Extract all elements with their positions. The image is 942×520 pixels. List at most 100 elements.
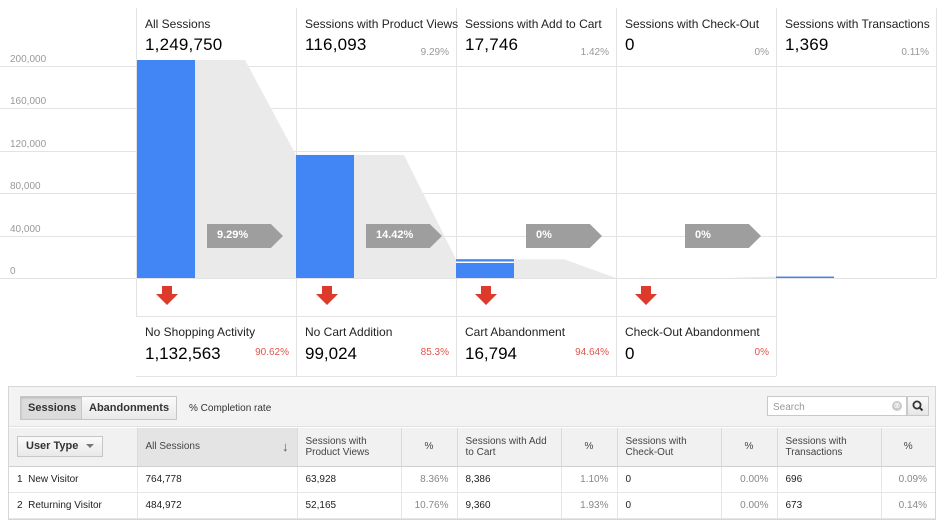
drop-off-arrow-icon: [635, 286, 657, 306]
abandonment-value: 1,132,563: [145, 344, 221, 363]
conversion-arrow: 14.42%: [366, 224, 442, 248]
funnel-bars: [137, 60, 834, 278]
y-axis-tick: 120,000: [10, 139, 47, 150]
grid-line: [0, 236, 936, 237]
column-header-percent[interactable]: %: [560, 428, 617, 467]
conversion-arrow: 9.29%: [207, 224, 283, 248]
abandonment-check-out[interactable]: Check-Out Abandonment 0 0%: [617, 316, 777, 376]
stage-title: Sessions with Add to Cart: [465, 17, 602, 31]
abandonment-no-cart[interactable]: No Cart Addition 99,024 85.3%: [297, 316, 457, 376]
search-box: ⊗: [767, 396, 907, 417]
abandonment-no-shopping[interactable]: No Shopping Activity 1,132,563 90.62%: [137, 316, 297, 376]
column-header-check-out[interactable]: Sessions with Check-Out: [616, 428, 721, 467]
transactions-cell: 673: [776, 492, 881, 519]
arrow-right-icon: [526, 224, 602, 248]
table-header-row: User Type All Sessions ↓ Sessions with P…: [9, 428, 935, 467]
header-label: All Sessions: [145, 441, 200, 453]
abandonment-value: 0: [625, 344, 635, 363]
conversion-arrow: 0%: [526, 224, 602, 248]
y-axis-tick: 200,000: [10, 54, 47, 65]
column-header-add-to-cart[interactable]: Sessions with Add to Cart: [456, 428, 561, 467]
stage-value: 1,369: [785, 35, 829, 54]
funnel-bar[interactable]: [296, 154, 354, 278]
stage-check-out: Sessions with Check-Out 0 0%: [617, 8, 777, 66]
percent-cell: 0.14%: [880, 492, 935, 519]
table-row[interactable]: 2 Returning Visitor 484,972 52,165 10.76…: [9, 492, 935, 519]
funnel-table-panel: Sessions Abandonments % Completion rate …: [8, 386, 936, 520]
y-axis-tick: 0: [10, 266, 16, 277]
abandonment-percent: 90.62%: [255, 347, 289, 358]
search-icon: [912, 400, 924, 412]
grid-line: [0, 151, 936, 152]
column-header-transactions[interactable]: Sessions with Transactions: [776, 428, 881, 467]
stage-all-sessions: All Sessions 1,249,750: [137, 8, 297, 66]
stage-value: 17,746: [465, 35, 519, 54]
search-button[interactable]: [907, 396, 929, 416]
percent-cell: 8.36%: [400, 466, 457, 493]
percent-cell: 0.00%: [720, 466, 777, 493]
drop-off-arrow-icon: [475, 286, 497, 306]
funnel-table: User Type All Sessions ↓ Sessions with P…: [9, 428, 935, 519]
abandonment-percent: 94.64%: [575, 347, 609, 358]
add-to-cart-cell: 9,360: [456, 492, 561, 519]
arrow-right-icon: [207, 224, 283, 248]
abandonment-title: Cart Abandonment: [465, 325, 566, 339]
dimension-selector[interactable]: User Type: [17, 436, 104, 458]
y-axis-tick: 40,000: [10, 224, 41, 235]
column-header-all-sessions[interactable]: All Sessions ↓: [136, 428, 297, 467]
grid-line: [936, 8, 937, 278]
user-type-cell[interactable]: 2 Returning Visitor: [9, 492, 137, 519]
stage-title: All Sessions: [145, 17, 211, 31]
product-views-cell: 63,928: [296, 466, 401, 493]
stage-title: Sessions with Product Views: [305, 17, 459, 31]
grid-line: [136, 316, 776, 317]
grid-line: [616, 8, 617, 376]
column-header-product-views[interactable]: Sessions with Product Views: [296, 428, 401, 467]
arrow-right-icon: [366, 224, 442, 248]
column-header-percent[interactable]: %: [400, 428, 457, 467]
search-input[interactable]: [768, 398, 878, 417]
stage-percent: 1.42%: [580, 47, 609, 58]
conversion-rate: 14.42%: [376, 229, 414, 241]
user-type-cell[interactable]: 1 New Visitor: [9, 466, 137, 493]
funnel-flow-shape: [354, 154, 456, 278]
conversion-rate: 9.29%: [217, 229, 249, 241]
stage-add-to-cart: Sessions with Add to Cart 17,746 1.42%: [457, 8, 617, 66]
dimension-header: User Type: [9, 428, 137, 467]
abandonments-tab[interactable]: Abandonments: [81, 396, 178, 420]
grid-line: [136, 8, 137, 316]
stage-title: Sessions with Check-Out: [625, 17, 760, 31]
abandonment-percent: 0%: [754, 347, 769, 358]
funnel-bar[interactable]: [456, 259, 514, 278]
completion-rate-toggle[interactable]: % Completion rate: [189, 403, 272, 414]
column-header-percent[interactable]: %: [880, 428, 935, 467]
grid-line: [0, 108, 936, 109]
sessions-tab[interactable]: Sessions: [20, 396, 85, 420]
grid-line: [0, 193, 936, 194]
stage-percent: 0%: [754, 47, 769, 58]
row-index: 2: [17, 499, 23, 511]
sort-arrow-icon: ↓: [282, 439, 289, 455]
y-axis-tick: 80,000: [10, 181, 41, 192]
table-row[interactable]: 1 New Visitor 764,778 63,928 8.36% 8,386…: [9, 466, 935, 493]
stage-value: 0: [625, 35, 635, 54]
user-type: Returning Visitor: [28, 499, 102, 511]
funnel-flow-shape: [195, 60, 296, 278]
stage-value: 1,249,750: [145, 35, 223, 54]
column-header-percent[interactable]: %: [720, 428, 777, 467]
row-index: 1: [17, 473, 23, 485]
abandonment-percent: 85.3%: [420, 347, 449, 358]
abandonment-title: No Shopping Activity: [145, 325, 256, 339]
grid-line: [776, 8, 777, 376]
percent-cell: 0.00%: [720, 492, 777, 519]
stage-percent: 0.11%: [901, 47, 929, 58]
stage-product-views: Sessions with Product Views 116,093 9.29…: [297, 8, 459, 66]
funnel-bar[interactable]: [776, 276, 834, 278]
stage-value: 116,093: [305, 35, 367, 54]
funnel-bar[interactable]: [137, 60, 195, 278]
drop-off-arrow-icon: [316, 286, 338, 306]
clear-icon[interactable]: ⊗: [892, 401, 902, 411]
grid-line: [456, 8, 457, 376]
abandonment-cart[interactable]: Cart Abandonment 16,794 94.64%: [457, 316, 617, 376]
check-out-cell: 0: [616, 466, 721, 493]
